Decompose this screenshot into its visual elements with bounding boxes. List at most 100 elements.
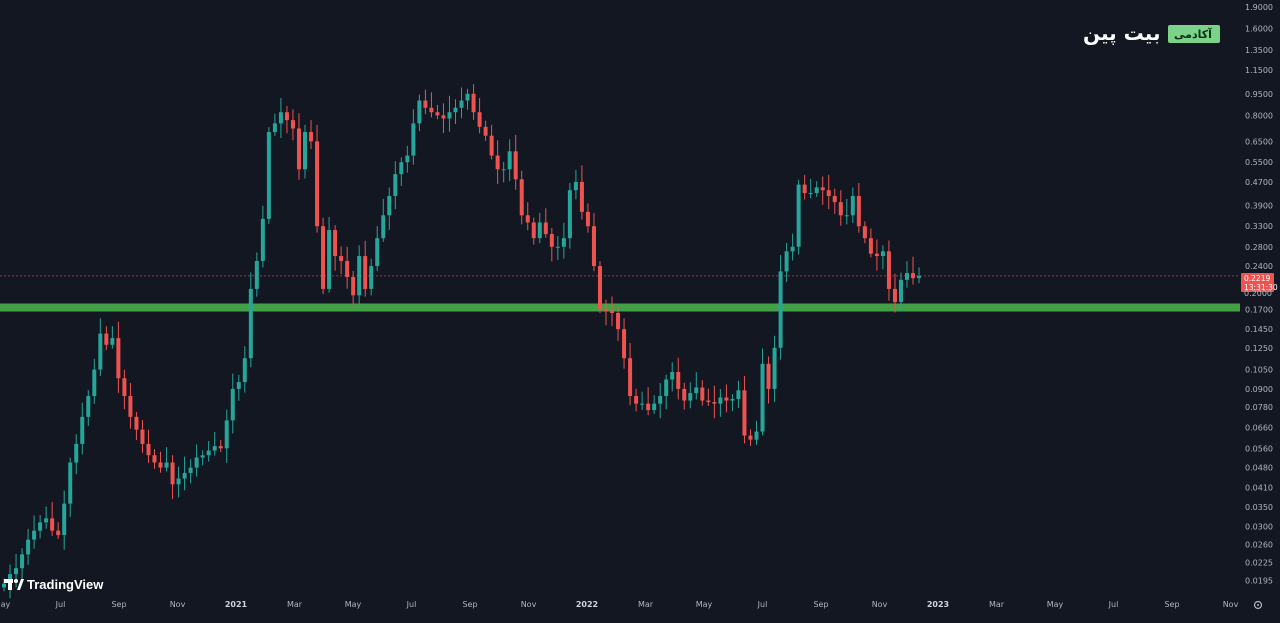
- candle-body: [802, 184, 807, 194]
- candle-body: [447, 112, 452, 119]
- candle-body: [718, 397, 723, 404]
- price-tick-label: 0.0410: [1245, 483, 1273, 492]
- brand-logo: بیت پین آکادمی: [1083, 21, 1220, 46]
- candle-body: [357, 256, 362, 296]
- candle-body: [610, 310, 615, 313]
- candle-body: [616, 312, 621, 330]
- gear-icon[interactable]: [1253, 600, 1263, 610]
- candle-body: [646, 403, 651, 411]
- time-tick-label: Jul: [1108, 600, 1119, 609]
- candle-body: [182, 472, 187, 479]
- candle-body: [411, 123, 416, 156]
- candle-body: [814, 187, 819, 194]
- price-tick-label: 0.3900: [1245, 201, 1273, 210]
- price-tick-label: 0.9500: [1245, 90, 1273, 99]
- candle-body: [158, 462, 163, 468]
- candle-body: [778, 271, 783, 348]
- candle-body: [56, 530, 61, 536]
- candle-body: [549, 234, 554, 247]
- candle-body: [640, 403, 645, 405]
- candle-body: [465, 93, 470, 101]
- candle-body: [706, 400, 711, 403]
- price-axis[interactable]: 1.9000 1.6000 1.3500 1.1500 0.9500 0.8000 0.65…: [1245, 3, 1273, 585]
- candle-body: [489, 135, 494, 156]
- time-tick-label: May: [345, 600, 362, 609]
- price-tick-label: 0.0260: [1245, 540, 1273, 549]
- time-axis[interactable]: May Jul Sep Nov 2021 Mar May Jul Sep Nov 2022 Mar Ma…: [0, 600, 1239, 609]
- candle-body: [826, 190, 831, 197]
- candle-body: [724, 397, 729, 401]
- candle-body: [682, 388, 687, 401]
- time-tick-label: Sep: [111, 600, 126, 609]
- candle-body: [321, 226, 326, 289]
- tradingview-watermark[interactable]: TradingView: [4, 577, 104, 592]
- candle-body: [327, 230, 332, 289]
- candle-body: [634, 396, 639, 404]
- candle-body: [405, 155, 410, 163]
- candle-body: [730, 399, 735, 401]
- candle-body: [543, 222, 548, 235]
- candle-body: [194, 457, 199, 468]
- candle-body: [423, 100, 428, 108]
- candle-body: [820, 187, 825, 191]
- price-tick-label: 0.0195: [1245, 576, 1273, 585]
- candle-body: [892, 288, 897, 303]
- brand-badge-box: [1168, 25, 1220, 43]
- time-tick-label: Mar: [638, 600, 654, 609]
- time-tick-label: Sep: [462, 600, 477, 609]
- candle-body: [381, 215, 386, 239]
- candle-body: [8, 574, 13, 584]
- candle-body: [62, 503, 67, 536]
- candle-body: [417, 100, 422, 124]
- candle-body: [152, 455, 157, 463]
- candle-body: [471, 93, 476, 113]
- candle-body: [736, 390, 741, 400]
- candle-body: [898, 279, 903, 303]
- candle-body: [296, 128, 301, 170]
- candle-body: [278, 112, 283, 124]
- candle-body: [477, 112, 482, 127]
- candle-body: [694, 387, 699, 394]
- candle-body: [483, 126, 488, 136]
- candle-body: [242, 358, 247, 383]
- price-tag-value: 0.2219: [1244, 274, 1270, 283]
- price-tick-label: 0.1050: [1245, 366, 1273, 375]
- candle-body: [339, 256, 344, 261]
- candle-body: [68, 462, 73, 504]
- candle-body: [519, 179, 524, 216]
- candle-body: [333, 230, 338, 257]
- candle-body: [248, 288, 253, 359]
- candle-body: [212, 446, 217, 451]
- candle-body: [525, 215, 530, 223]
- candle-body: [122, 378, 127, 397]
- candle-body: [369, 266, 374, 289]
- price-tick-label: 0.1450: [1245, 325, 1273, 334]
- candle-body: [98, 333, 103, 370]
- price-tick-label: 0.6500: [1245, 137, 1273, 146]
- price-tick-label: 1.9000: [1245, 3, 1273, 12]
- candle-body: [513, 151, 518, 180]
- candle-body: [140, 429, 145, 444]
- candle-body: [537, 222, 542, 239]
- time-tick-label: Nov: [170, 600, 186, 609]
- candle-body: [236, 382, 241, 389]
- candle-body: [850, 196, 855, 216]
- price-tick-label: 0.2400: [1245, 262, 1273, 271]
- candle-body: [164, 462, 169, 468]
- candle-body: [375, 238, 380, 267]
- candle-body: [808, 193, 813, 195]
- candle-body: [260, 218, 265, 261]
- candle-body: [38, 522, 43, 531]
- candle-body: [44, 518, 49, 523]
- time-tick-label: Sep: [1164, 600, 1179, 609]
- candle-body: [224, 420, 229, 449]
- candle-body: [20, 554, 25, 569]
- candle-body: [844, 215, 849, 217]
- time-tick-label: May: [696, 600, 713, 609]
- candle-body: [441, 115, 446, 119]
- tradingview-label: TradingView: [27, 577, 104, 592]
- candle-body: [652, 403, 657, 411]
- candle-body: [766, 363, 771, 389]
